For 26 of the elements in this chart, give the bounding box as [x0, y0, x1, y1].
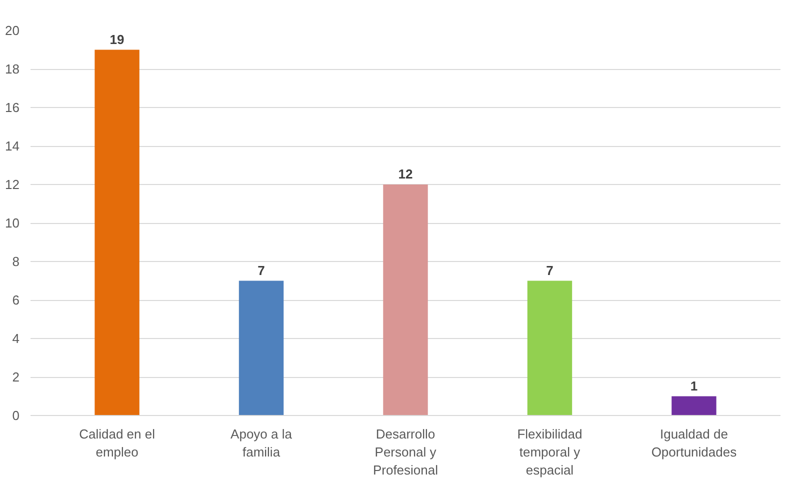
x-tick-label: Igualdad de Oportunidades: [651, 426, 738, 460]
bar: [94, 50, 140, 416]
data-label: 7: [546, 262, 554, 278]
y-tick-label: 2: [12, 370, 20, 384]
bar: [238, 280, 284, 416]
data-label: 7: [258, 262, 265, 278]
data-label: 1: [690, 378, 698, 394]
bar: [527, 280, 572, 416]
y-tick-label: 4: [12, 331, 20, 346]
bar: [672, 396, 716, 416]
y-tick-label: 12: [5, 177, 20, 192]
y-tick-label: 8: [12, 254, 20, 269]
bar: [383, 184, 428, 416]
data-label: 19: [110, 32, 124, 47]
y-tick-label: 6: [12, 292, 20, 308]
y-tick-label: 18: [5, 62, 20, 76]
x-tick-label: Desarrollo Personal y Profesional: [372, 426, 438, 478]
y-tick-label: 16: [5, 100, 20, 115]
data-label: 12: [398, 166, 413, 182]
x-tick-label: Apoyo a la familia: [230, 426, 293, 460]
y-tick-label: 14: [5, 138, 20, 154]
x-tick-label: Flexibilidad temporal y espacial: [517, 426, 582, 478]
y-tick-label: 0: [12, 408, 20, 423]
x-tick-label: Calidad en el empleo: [79, 426, 156, 460]
y-tick-label: 20: [5, 23, 20, 38]
y-tick-label: 10: [5, 216, 20, 230]
